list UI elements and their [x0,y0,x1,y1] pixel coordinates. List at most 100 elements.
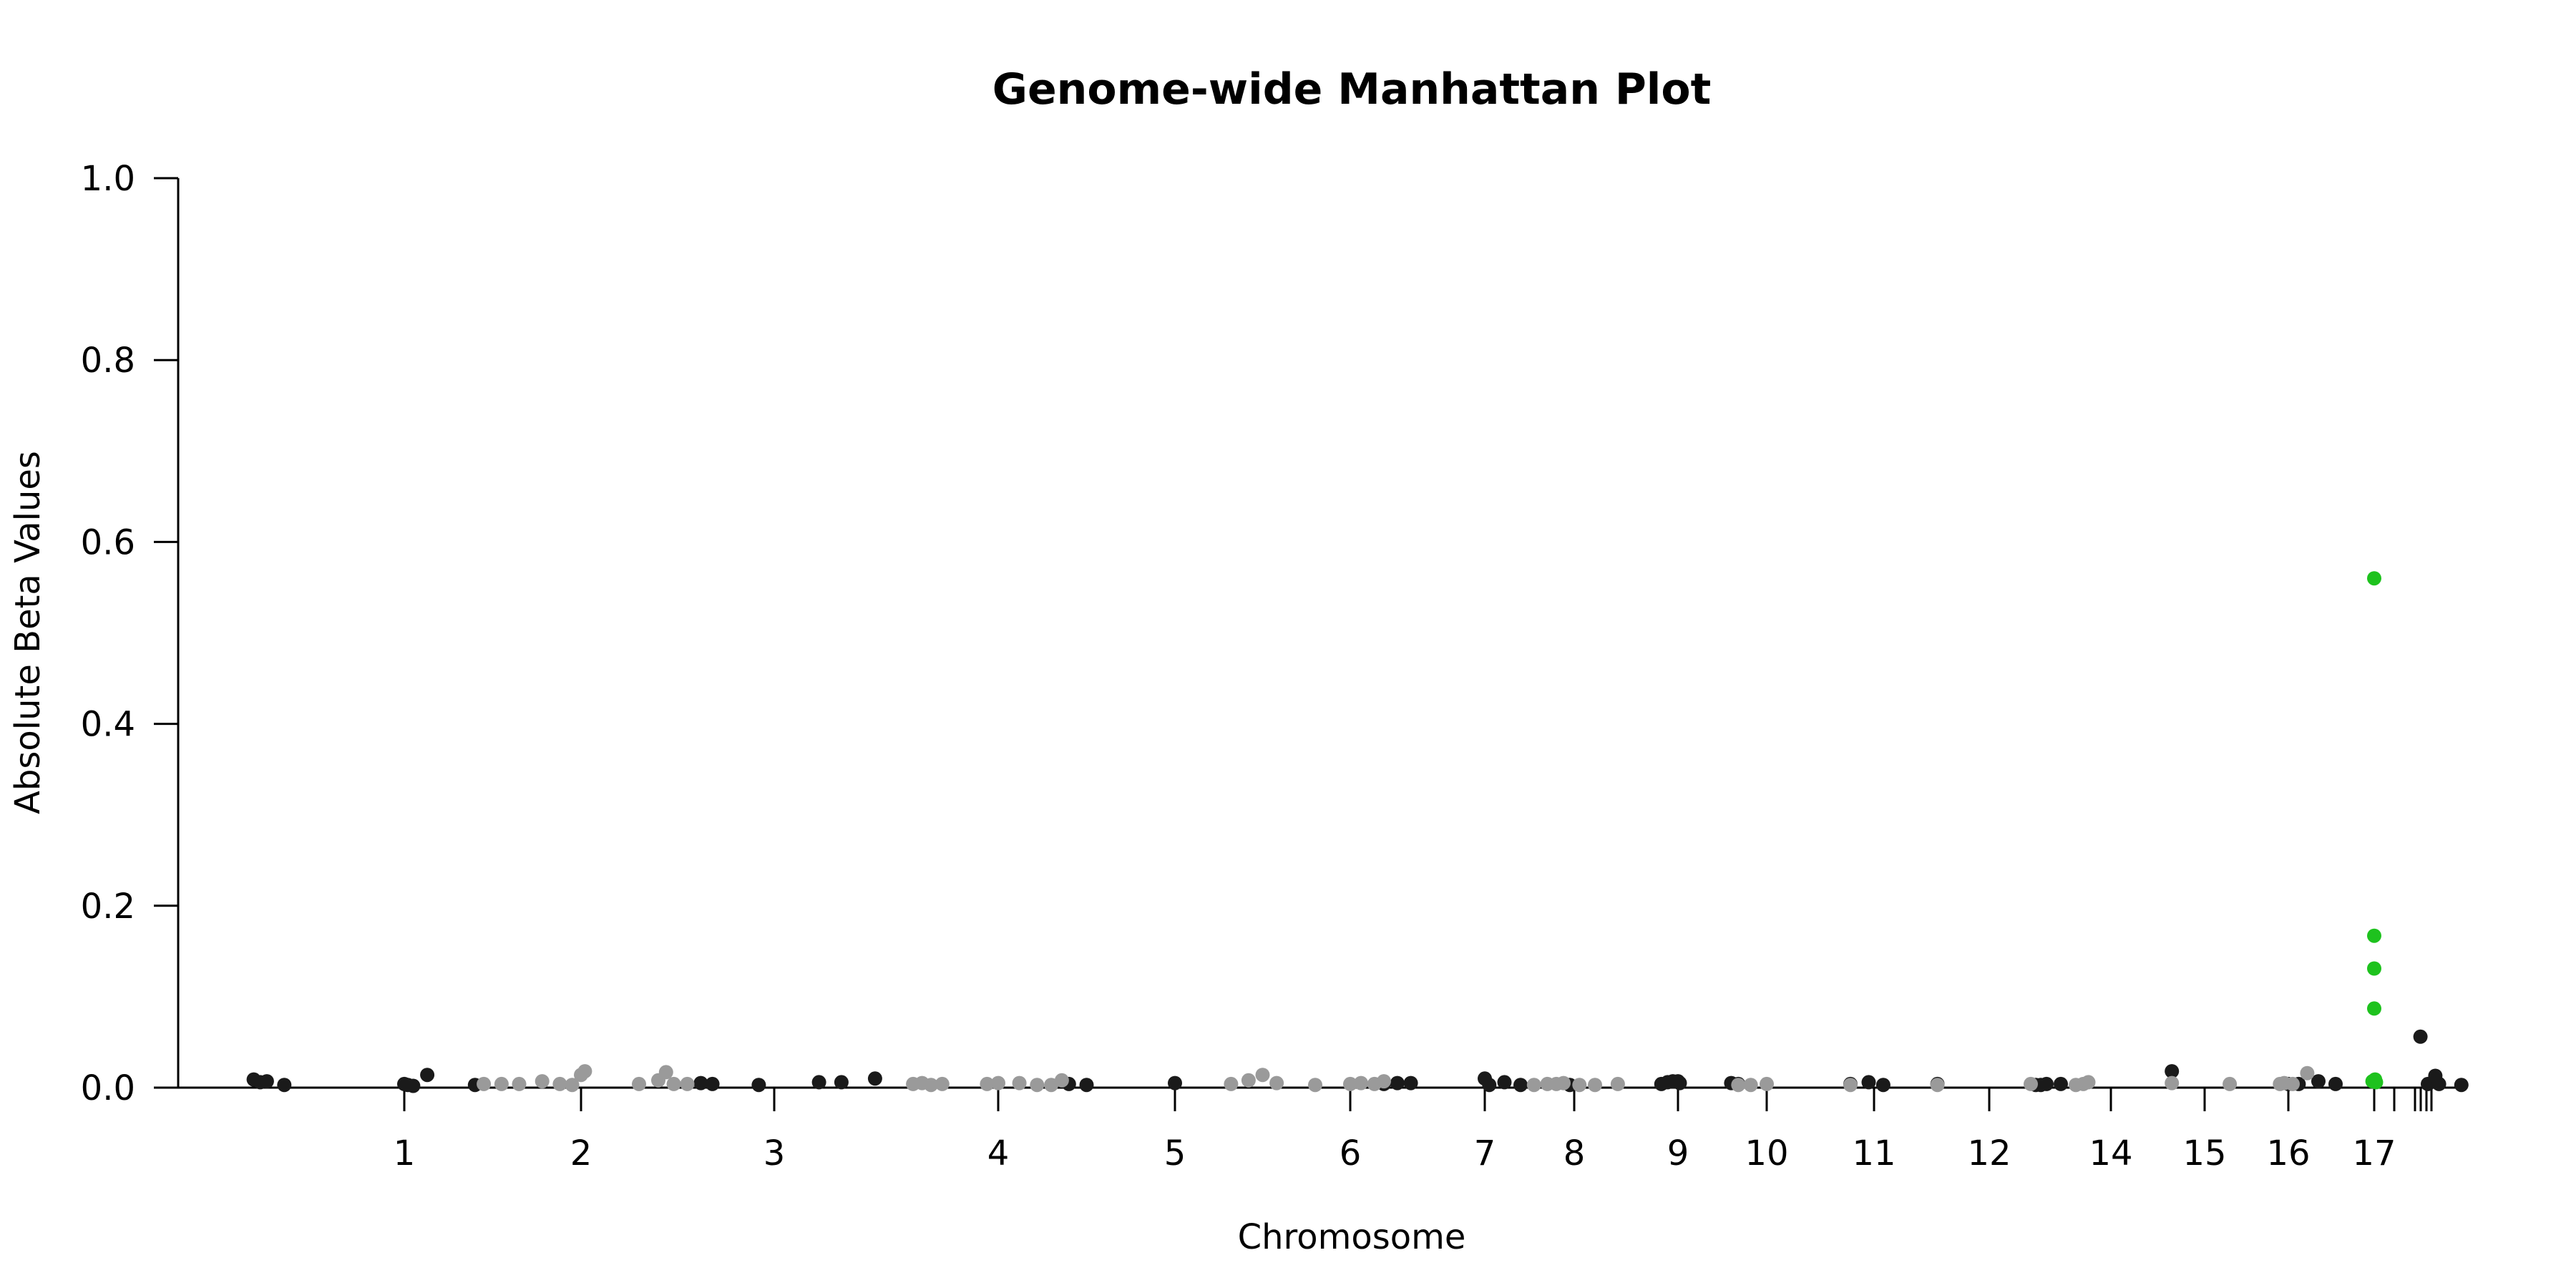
y-tick-label: 0.0 [81,1068,135,1108]
x-tick-label: 9 [1667,1133,1689,1174]
data-point [2413,1029,2428,1044]
data-point [1672,1075,1687,1091]
data-point [834,1075,849,1090]
data-point [1241,1073,1256,1088]
data-points [246,571,2469,1093]
x-tick-label: 14 [2089,1133,2132,1174]
y-tick-label: 0.8 [81,341,135,381]
data-point [259,1074,274,1089]
data-point [1403,1075,1418,1091]
data-point [1588,1078,1602,1093]
x-tick-label: 2 [570,1133,592,1174]
data-point [1012,1075,1027,1091]
data-point [1482,1078,1497,1093]
x-axis-title: Chromosome [1238,1217,1466,1257]
data-point [2367,961,2381,976]
data-point [1930,1078,1945,1093]
data-point [552,1076,567,1091]
data-point [2328,1076,2343,1091]
data-point [1526,1078,1541,1093]
x-tick-label: 7 [1474,1133,1496,1174]
data-point [1843,1078,1858,1093]
data-point [2367,571,2381,586]
x-tick-label: 5 [1164,1133,1186,1174]
data-point [751,1078,766,1093]
data-point [1875,1078,1890,1093]
y-tick-label: 1.0 [81,159,135,199]
data-point [811,1075,826,1090]
data-point [1079,1078,1094,1093]
data-point [1610,1076,1625,1091]
y-axis: 0.0 0.2 0.4 0.6 0.8 1.0 [81,159,180,1108]
x-tick-label: 3 [763,1133,786,1174]
data-point [1572,1078,1587,1093]
data-point [494,1076,509,1091]
data-point [2300,1065,2315,1080]
data-point [2368,1072,2383,1087]
data-point [980,1076,995,1091]
data-point [1168,1075,1182,1091]
data-point [2024,1076,2038,1091]
data-point [658,1065,673,1080]
data-point [2285,1076,2300,1091]
data-point [1054,1073,1069,1088]
data-point [1343,1076,1357,1091]
x-tick-label: 4 [987,1133,1010,1174]
data-point [1743,1078,1758,1093]
data-point [666,1076,681,1091]
data-point [2431,1076,2446,1091]
x-tick-label: 6 [1340,1133,1362,1174]
data-point [2367,1001,2381,1016]
data-point [2165,1064,2180,1079]
data-point [2039,1076,2054,1091]
data-point [1354,1075,1368,1091]
data-point [512,1076,527,1091]
data-point [2081,1075,2096,1090]
data-point [1760,1076,1774,1091]
data-point [2054,1076,2068,1091]
data-point [1731,1078,1746,1093]
data-point [991,1075,1005,1091]
data-point [577,1064,592,1079]
data-point [1030,1078,1045,1093]
data-point [1497,1075,1512,1090]
y-tick-label: 0.6 [81,522,135,562]
x-tick-label: 11 [1852,1133,1896,1174]
data-point [1390,1075,1405,1091]
data-point [705,1076,720,1091]
data-point [867,1071,882,1086]
data-point [2454,1078,2469,1093]
data-point [935,1076,950,1091]
data-point [565,1078,580,1093]
data-point [420,1068,435,1083]
data-point [2311,1074,2326,1089]
data-point [535,1074,550,1089]
x-tick-label: 12 [1967,1133,2011,1174]
data-point [1308,1078,1322,1093]
data-point [1861,1075,1876,1090]
data-point [1513,1078,1528,1093]
data-point [2223,1076,2238,1091]
data-point [1224,1076,1239,1091]
data-point [277,1078,292,1093]
data-point [1255,1068,1270,1083]
data-point [632,1076,646,1091]
x-tick-label: 17 [2352,1133,2396,1174]
data-point [2367,928,2381,943]
data-point [924,1078,939,1093]
chart-title: Genome-wide Manhattan Plot [992,64,1712,114]
data-point [693,1075,708,1091]
y-axis-title: Absolute Beta Values [8,451,48,814]
data-point [406,1078,421,1093]
x-tick-label: 8 [1563,1133,1586,1174]
y-tick-label: 0.4 [81,705,135,745]
data-point [680,1076,695,1091]
data-point [1377,1074,1391,1089]
x-tick-label: 15 [2182,1133,2226,1174]
x-tick-label: 16 [2266,1133,2310,1174]
data-point [477,1076,492,1091]
data-point [1269,1075,1284,1091]
x-axis: 1 2 3 4 5 6 7 8 9 10 11 12 14 15 16 17 [394,1088,2433,1174]
x-tick-label: 10 [1745,1133,1788,1174]
